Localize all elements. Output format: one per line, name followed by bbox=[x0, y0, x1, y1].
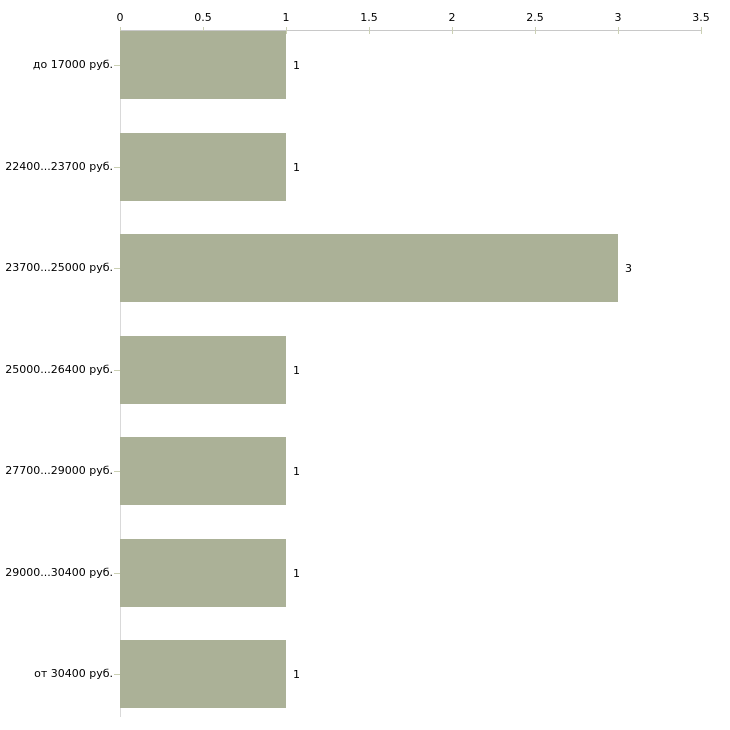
y-axis-tick-mark bbox=[114, 166, 120, 168]
x-axis-tick-label: 2.5 bbox=[526, 11, 544, 24]
bar-value-label: 3 bbox=[625, 262, 632, 275]
bar bbox=[120, 234, 618, 302]
x-axis-tick-label: 3 bbox=[614, 11, 622, 24]
x-axis-tick-mark bbox=[120, 27, 121, 34]
bar-value-label: 1 bbox=[293, 465, 300, 478]
x-axis-tick-mark bbox=[535, 27, 536, 34]
x-axis-tick-label: 1 bbox=[282, 11, 290, 24]
bar bbox=[120, 538, 286, 607]
bar bbox=[120, 640, 286, 708]
y-axis-tick-mark bbox=[114, 268, 120, 269]
y-axis-tick-mark bbox=[114, 369, 120, 371]
x-axis-tick-label: 3.5 bbox=[692, 11, 710, 24]
bar bbox=[120, 132, 286, 201]
category-label: 27700...29000 руб. bbox=[5, 464, 113, 477]
x-axis-tick-mark bbox=[452, 27, 453, 34]
x-axis-line bbox=[120, 30, 702, 31]
bar-value-label: 1 bbox=[293, 566, 300, 580]
x-axis-tick-mark bbox=[369, 27, 370, 34]
category-label: 23700...25000 руб. bbox=[5, 261, 113, 274]
category-label: 25000...26400 руб. bbox=[5, 362, 113, 376]
x-axis-tick-mark bbox=[203, 27, 204, 34]
x-axis-tick-mark bbox=[701, 27, 702, 34]
category-label: от 30400 руб. bbox=[34, 667, 113, 680]
bar-value-label: 1 bbox=[293, 160, 300, 174]
y-axis-tick-mark bbox=[114, 572, 120, 574]
x-axis-tick-label: 2 bbox=[448, 11, 456, 24]
bar bbox=[120, 335, 286, 404]
y-axis-tick-mark bbox=[114, 65, 120, 66]
bar-value-label: 1 bbox=[293, 363, 300, 377]
x-axis-tick-mark bbox=[618, 27, 619, 34]
y-axis-tick-mark bbox=[114, 471, 120, 472]
bar-value-label: 1 bbox=[293, 59, 300, 72]
bar-value-label: 1 bbox=[293, 668, 300, 681]
y-axis-tick-mark bbox=[114, 674, 120, 675]
x-axis-tick-mark bbox=[286, 27, 287, 34]
x-axis-tick-label: 0.5 bbox=[194, 11, 212, 24]
bar bbox=[120, 437, 286, 505]
x-axis-tick-label: 0 bbox=[116, 11, 124, 24]
category-label: 29000...30400 руб. bbox=[5, 565, 113, 579]
category-label: до 17000 руб. bbox=[32, 58, 113, 71]
x-axis-tick-label: 1.5 bbox=[360, 11, 378, 24]
bar bbox=[120, 31, 286, 99]
category-label: 22400...23700 руб. bbox=[5, 159, 113, 173]
